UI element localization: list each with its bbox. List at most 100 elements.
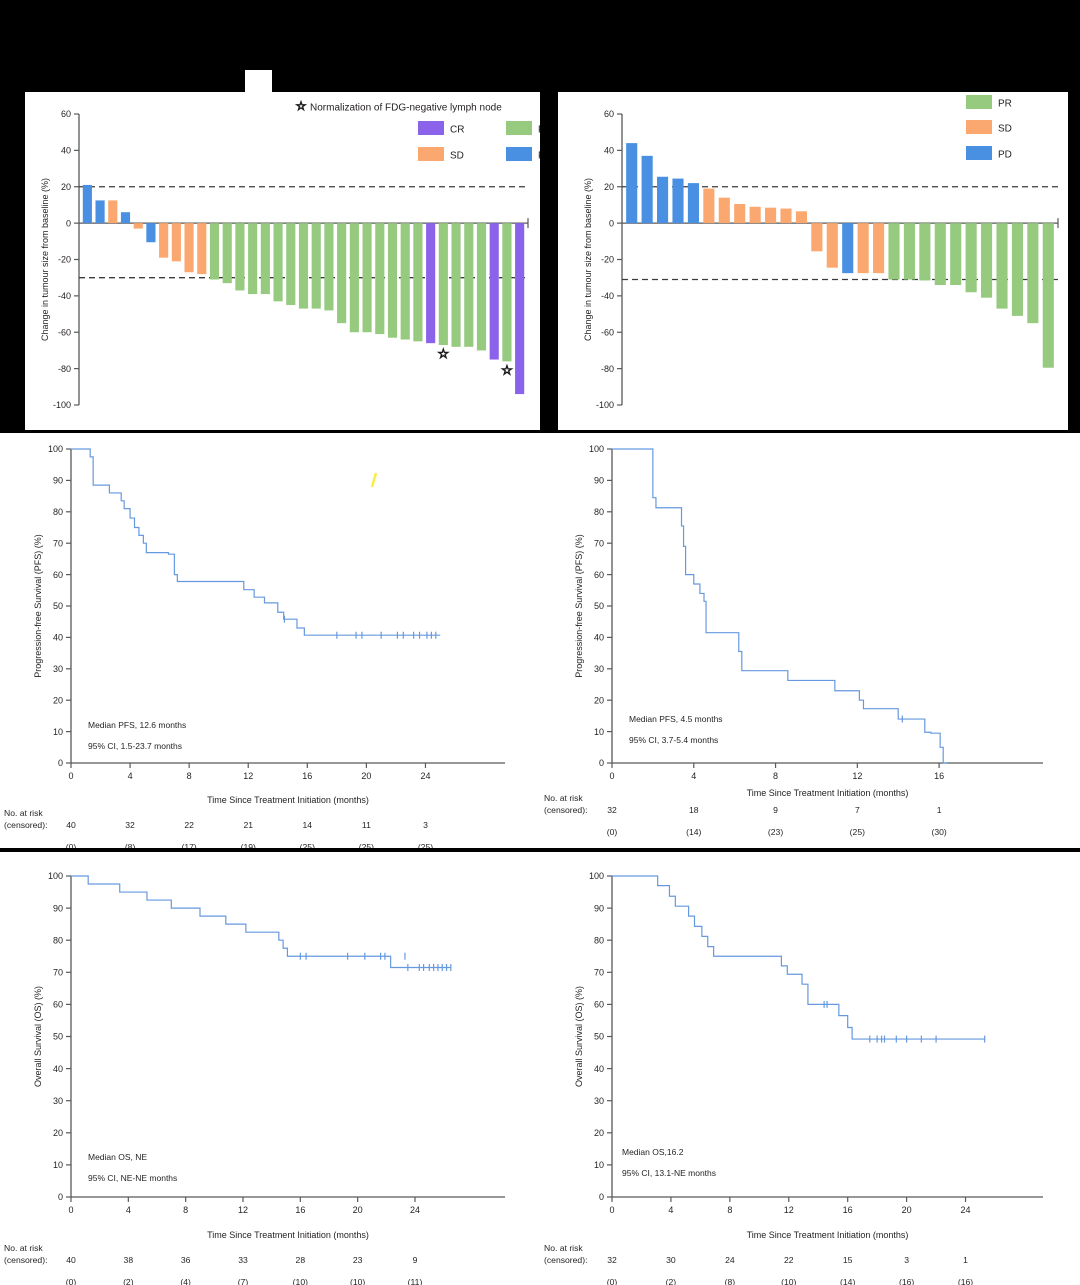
censored-count: (10) [350,1277,365,1285]
risk-table-title: No. at risk [544,793,583,803]
y-axis-tick-label: 20 [53,1128,63,1138]
y-axis-title: Change in tumour size from baseline (%) [40,178,50,341]
os-right-svg: 0 10 20 30 40 50 60 70 80 90 100 0 4 8 12 16 20 24 Overall… [544,871,1043,1285]
waterfall-bar [248,223,258,295]
y-axis-tick-label: 0 [58,758,63,768]
y-axis-tick-label: 50 [594,1032,604,1042]
censored-count: (4) [180,1277,191,1285]
censored-count: (25) [850,827,865,837]
y-axis-tick-label: 60 [53,570,63,580]
risk-table-subtitle: (censored): [4,1255,47,1265]
waterfall-bar [197,223,207,275]
x-axis-tick-label: 0 [68,771,73,781]
waterfall-bar [311,223,321,309]
legend-label: SD [998,124,1012,135]
censored-count: (16) [899,1277,914,1285]
waterfall-bar [298,223,309,309]
y-axis-tick-label: 30 [594,1096,604,1106]
y-axis-title: Overall Survival (OS) (%) [33,986,43,1087]
waterfall-bar [515,223,525,395]
censored-count: (17) [182,842,197,848]
risk-count: 32 [607,805,617,815]
censored-count: (25) [418,842,433,848]
legend-swatch [966,146,992,160]
risk-count: 21 [243,820,253,830]
y-axis-tick-label: -60 [58,327,71,337]
waterfall-bar [873,223,885,274]
km-curve [612,875,985,1040]
waterfall-bar [981,223,993,298]
waterfall-bar [159,223,169,258]
y-axis-title: Progression-free Survival (PFS) (%) [574,534,584,678]
x-axis-tick-label: 0 [609,771,614,781]
waterfall-bar [375,223,385,335]
ci-annotation: 95% CI, 3.7-5.4 months [629,735,718,745]
median-annotation: Median PFS, 4.5 months [629,714,723,724]
x-axis-tick-label: 12 [852,771,862,781]
censored-count: (10) [781,1277,796,1285]
waterfall-bar [749,206,761,224]
x-axis-title: Time Since Treatment Initiation (months) [207,1230,369,1240]
waterfall-bar [703,188,715,224]
waterfall-bar [426,223,436,344]
y-axis-title: Change in tumour size from baseline (%) [583,178,593,341]
top-notch [245,70,272,92]
censored-count: (30) [931,827,946,837]
x-axis-tick-label: 4 [691,771,696,781]
y-axis-tick-label: 0 [599,758,604,768]
x-axis-tick-label: 16 [295,1205,305,1215]
waterfall-bar [965,223,977,293]
waterfall-bar [438,223,448,345]
waterfall-bar [260,223,270,295]
x-axis-tick-label: 20 [361,771,371,781]
censored-count: (7) [238,1277,249,1285]
waterfall-bar [795,211,807,224]
waterfall-bar [903,223,915,280]
x-axis-tick-label: 4 [128,771,133,781]
y-axis-tick-label: 40 [594,633,604,643]
waterfall-bar [108,200,118,224]
legend-label: PD [998,150,1012,161]
risk-count: 22 [784,1255,794,1265]
x-axis-tick-label: 12 [238,1205,248,1215]
waterfall-bar [95,200,105,224]
y-axis-tick-label: 0 [58,1192,63,1202]
risk-count: 33 [238,1255,248,1265]
y-axis-tick-label: 40 [604,146,614,156]
y-axis-tick-label: 40 [53,633,63,643]
censored-count: (8) [725,1277,736,1285]
waterfall-bar [842,223,854,274]
x-axis-title: Time Since Treatment Initiation (months) [207,795,369,805]
y-axis-tick-label: 50 [53,1032,63,1042]
censored-count: (11) [408,1277,423,1285]
waterfall-bar [672,178,684,224]
waterfall-bar [82,184,92,224]
ci-annotation: 95% CI, 1.5-23.7 months [88,741,182,751]
censored-count: (16) [958,1277,973,1285]
risk-count: 36 [181,1255,191,1265]
x-axis-tick-label: 24 [420,771,430,781]
waterfall-bar [362,223,372,333]
y-axis-tick-label: 100 [589,871,604,881]
x-axis-tick-label: 24 [961,1205,971,1215]
waterfall-bar [950,223,962,285]
y-axis-tick-label: 100 [48,871,63,881]
waterfall-bar [120,212,131,224]
waterfall-bar [337,223,347,324]
legend-label: CR [450,125,464,136]
waterfall-left-svg: 60 40 20 0 -20 -40 -60 -80 -100 Change in tumour … [40,99,540,411]
x-axis-tick-label: 24 [410,1205,420,1215]
waterfall-bar [476,223,487,351]
waterfall-bar [451,223,461,347]
x-axis-title: Time Since Treatment Initiation (months) [747,788,909,798]
legend-swatch [966,95,992,109]
y-axis-tick-label: 30 [594,664,604,674]
star-icon: ☆ [501,362,513,377]
risk-count: 23 [353,1255,363,1265]
y-axis-tick-label: 30 [53,664,63,674]
waterfall-bar [235,223,245,291]
y-axis-tick-label: 100 [589,444,604,454]
waterfall-bar [502,223,512,362]
y-axis-tick-label: 0 [599,1192,604,1202]
risk-count: 7 [855,805,860,815]
